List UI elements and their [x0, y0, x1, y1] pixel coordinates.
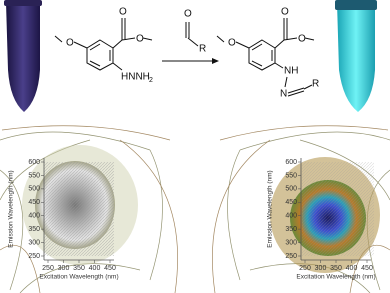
atom-label: O — [119, 7, 127, 18]
y-tick-label: 350 — [28, 226, 40, 233]
y-tick-label: 250 — [28, 253, 40, 260]
atom-label: O — [184, 9, 192, 20]
x-tick-label: 350 — [330, 265, 342, 272]
tube-left — [4, 0, 42, 112]
tube-right — [335, 0, 377, 112]
atom-label: O — [298, 34, 306, 45]
atom-label: HNNH — [121, 72, 150, 83]
atom-label: O — [281, 7, 289, 18]
y-tick-label: 450 — [28, 199, 40, 206]
reactant-structure: O O O HNNH 2 — [54, 7, 153, 84]
y-tick-label: 600 — [28, 159, 40, 166]
atom-label: N — [280, 89, 287, 100]
y-axis-label: Emission Wavelength (nm) — [267, 170, 274, 247]
x-tick-label: 250 — [42, 265, 54, 272]
x-tick-label: 400 — [346, 265, 358, 272]
y-tick-label: 500 — [285, 186, 297, 193]
atom-label: NH — [284, 66, 298, 77]
y-tick-label: 400 — [28, 213, 40, 220]
plot-surface — [302, 162, 374, 256]
x-tick-label: 300 — [58, 265, 70, 272]
product-structure: O O O NH N R — [216, 7, 319, 100]
y-tick-label: 600 — [285, 159, 297, 166]
plot-surface — [44, 162, 114, 256]
x-tick-label: 350 — [73, 265, 85, 272]
x-tick-label: 300 — [315, 265, 327, 272]
feather-left — [0, 125, 178, 293]
y-tick-label: 500 — [28, 186, 40, 193]
y-axis-label: Emission Wavelength (nm) — [8, 170, 15, 247]
y-tick-label: 550 — [285, 172, 297, 179]
y-tick-label: 250 — [285, 253, 297, 260]
atom-label: O — [136, 34, 144, 45]
x-axis-label: Excitation Wavelength (nm) — [39, 274, 118, 281]
reagent: O R — [184, 9, 206, 55]
atom-label: R — [199, 44, 206, 55]
x-tick-label: 250 — [299, 265, 311, 272]
x-tick-label: 450 — [361, 265, 373, 272]
atom-label: O — [66, 38, 74, 49]
x-axis-label: Excitation Wavelength (nm) — [296, 274, 375, 281]
y-tick-label: 550 — [28, 172, 40, 179]
y-tick-label: 300 — [28, 239, 40, 246]
x-tick-label: 450 — [104, 265, 116, 272]
atom-label: O — [228, 38, 236, 49]
y-tick-label: 400 — [285, 213, 297, 220]
x-tick-label: 400 — [89, 265, 101, 272]
atom-label: R — [312, 79, 319, 90]
reaction-arrow — [162, 58, 219, 64]
subscript: 2 — [149, 77, 153, 84]
y-tick-label: 450 — [285, 199, 297, 206]
y-tick-label: 300 — [285, 239, 297, 246]
y-tick-label: 350 — [285, 226, 297, 233]
